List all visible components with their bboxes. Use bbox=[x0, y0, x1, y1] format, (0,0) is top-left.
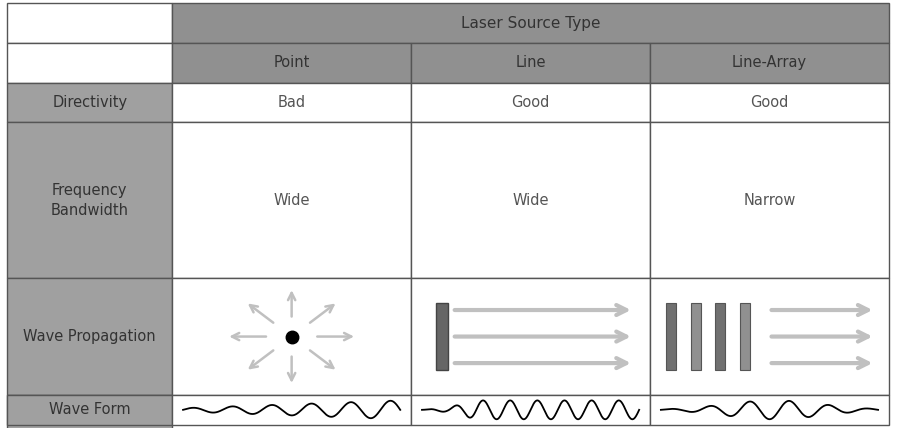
Bar bbox=[411, 278, 650, 395]
Bar bbox=[172, 43, 411, 83]
Text: Line: Line bbox=[516, 55, 545, 70]
Text: Wave Propagation: Wave Propagation bbox=[24, 329, 156, 344]
Text: Laser Source Type: Laser Source Type bbox=[461, 16, 601, 31]
Bar bbox=[7, 83, 172, 122]
Bar bbox=[437, 303, 448, 370]
Text: Wave Form: Wave Form bbox=[49, 402, 130, 417]
Text: Line-Array: Line-Array bbox=[732, 55, 807, 70]
Bar bbox=[411, 43, 650, 83]
Bar bbox=[650, 395, 889, 425]
Text: Bad: Bad bbox=[277, 95, 305, 110]
Bar bbox=[715, 303, 725, 370]
Bar bbox=[172, 3, 889, 43]
Bar bbox=[411, 122, 650, 278]
Text: Point: Point bbox=[274, 55, 310, 70]
Bar bbox=[650, 43, 889, 83]
Bar bbox=[411, 83, 650, 122]
Bar bbox=[7, 122, 172, 278]
Bar bbox=[172, 83, 411, 122]
Bar bbox=[172, 395, 411, 425]
Bar bbox=[650, 122, 889, 278]
Bar bbox=[666, 303, 676, 370]
Bar bbox=[739, 303, 749, 370]
Bar bbox=[7, 395, 172, 428]
Text: Frequency
Bandwidth: Frequency Bandwidth bbox=[51, 183, 129, 217]
Text: Wide: Wide bbox=[274, 193, 310, 208]
Text: Narrow: Narrow bbox=[743, 193, 795, 208]
Text: Good: Good bbox=[750, 95, 788, 110]
Bar bbox=[172, 278, 411, 395]
Text: Good: Good bbox=[511, 95, 550, 110]
Bar bbox=[7, 3, 172, 43]
Bar bbox=[650, 278, 889, 395]
Text: Directivity: Directivity bbox=[53, 95, 127, 110]
Bar bbox=[650, 83, 889, 122]
Bar bbox=[411, 395, 650, 425]
Text: Wide: Wide bbox=[512, 193, 549, 208]
Bar bbox=[7, 278, 172, 395]
Bar bbox=[7, 43, 172, 83]
Bar bbox=[690, 303, 700, 370]
Bar bbox=[7, 395, 172, 425]
Bar bbox=[172, 122, 411, 278]
